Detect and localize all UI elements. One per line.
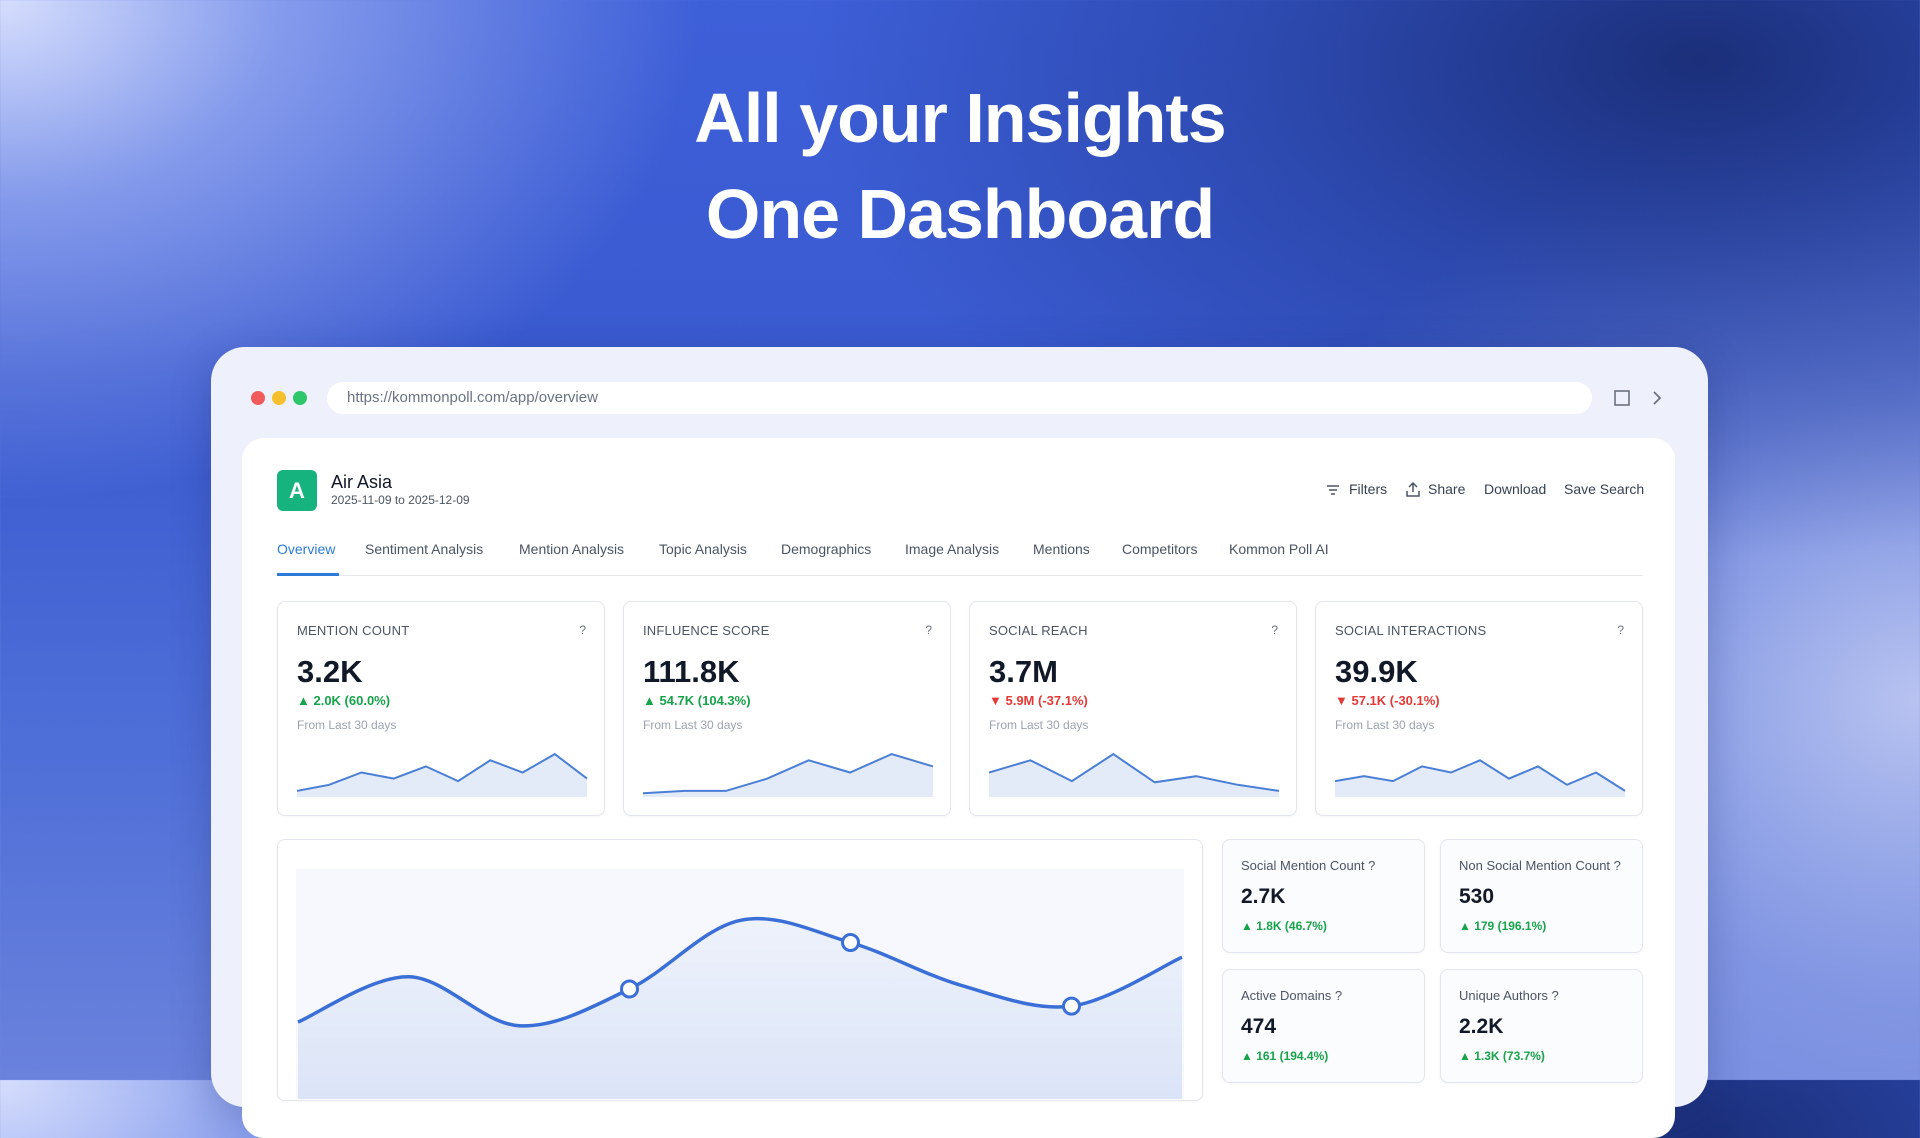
filter-icon[interactable]: [1325, 482, 1341, 498]
sparkline: [989, 752, 1280, 797]
chart-line: [297, 916, 1183, 1028]
sparkline-line: [989, 752, 1280, 792]
action-button[interactable]: Filters: [1349, 481, 1388, 497]
nav-tab[interactable]: Mention Analysis: [519, 541, 625, 557]
stat-delta: ▲ 161 (194.4%): [1241, 1049, 1329, 1063]
window-maximize[interactable]: [293, 391, 307, 405]
nav-tab[interactable]: Image Analysis: [905, 541, 1000, 557]
window-close[interactable]: [251, 391, 265, 405]
nav-tab[interactable]: Competitors: [1122, 541, 1198, 557]
metric-note: From Last 30 days: [989, 718, 1089, 732]
tab-divider: [277, 575, 1643, 576]
help-icon[interactable]: ?: [925, 623, 932, 637]
sparkline-line: [643, 753, 934, 795]
sparkline-line: [297, 752, 588, 792]
forward-icon[interactable]: [1648, 389, 1666, 407]
nav-tab[interactable]: Topic Analysis: [659, 541, 747, 557]
page: Dashboard { "headline": {"line1": "All y…: [0, 0, 1920, 1107]
share-icon[interactable]: [1404, 480, 1422, 498]
stat-value: 2.7K: [1241, 885, 1286, 908]
nav-tab[interactable]: Overview: [277, 541, 336, 557]
stat-delta: ▲ 179 (196.1%): [1459, 919, 1547, 933]
stat-value: 2.2K: [1459, 1015, 1504, 1038]
metric-note: From Last 30 days: [1335, 718, 1435, 732]
url-bar[interactable]: https://kommonpoll.com/app/overview: [327, 382, 1592, 414]
brand-logo: A: [277, 470, 317, 511]
metric-card: SOCIAL REACH? 3.7M ▼ 5.9M (-37.1%) From Las…: [969, 601, 1297, 816]
nav-tab[interactable]: Demographics: [781, 541, 872, 557]
stat-label: Active Domains ?: [1241, 988, 1343, 1003]
metric-label: INFLUENCE SCORE: [643, 623, 770, 638]
metric-value: 39.9K: [1335, 654, 1418, 689]
chart-card: [277, 839, 1203, 1101]
metric-value: 3.7M: [989, 654, 1058, 689]
sparkline-line: [1335, 759, 1626, 792]
action-button[interactable]: Save Search: [1564, 481, 1645, 497]
sparkline-area: [989, 754, 1279, 797]
stat-card: Non Social Mention Count ? 530 ▲ 179 (196.…: [1440, 839, 1643, 953]
nav-tab[interactable]: Mentions: [1033, 541, 1090, 557]
metric-label: MENTION COUNT: [297, 623, 410, 638]
chart-point: [1062, 996, 1081, 1016]
date-range: 2025-11-09 to 2025-12-09: [331, 493, 470, 507]
brand-name: Air Asia: [331, 472, 393, 492]
stat-card: Social Mention Count ? 2.7K ▲ 1.8K (46.7%): [1222, 839, 1425, 953]
metric-note: From Last 30 days: [643, 718, 743, 732]
sparkline-area: [297, 754, 587, 797]
headline: One Dashboard: [705, 175, 1215, 253]
stat-card: Active Domains ? 474 ▲ 161 (194.4%): [1222, 969, 1425, 1083]
metric-label: SOCIAL REACH: [989, 623, 1088, 638]
sparkline-area: [1335, 760, 1625, 797]
stat-delta: ▲ 1.3K (73.7%): [1459, 1049, 1545, 1063]
stat-label: Social Mention Count ?: [1241, 858, 1376, 873]
stat-value: 530: [1459, 885, 1495, 908]
chart-area: [298, 918, 1182, 1099]
headline: All your Insights: [694, 79, 1226, 157]
stat-label: Unique Authors ?: [1459, 988, 1559, 1003]
sparkline: [643, 753, 934, 797]
metric-value: 111.8K: [643, 654, 740, 689]
metric-delta: ▲ 54.7K (104.3%): [643, 693, 751, 708]
sparkline: [1335, 759, 1626, 797]
stat-card: Unique Authors ? 2.2K ▲ 1.3K (73.7%): [1440, 969, 1643, 1083]
page-body: All your Insights One Dashboard https://…: [0, 0, 1920, 1107]
window-minimize[interactable]: [272, 391, 286, 405]
line-chart: [296, 869, 1184, 1099]
nav-tab[interactable]: Kommon Poll AI: [1229, 541, 1329, 557]
sparkline-area: [643, 754, 933, 797]
window-icon[interactable]: [1613, 389, 1631, 407]
action-button[interactable]: Share: [1428, 481, 1466, 497]
stat-label: Non Social Mention Count ?: [1459, 858, 1621, 873]
metric-note: From Last 30 days: [297, 718, 397, 732]
chart-point: [620, 979, 639, 999]
metric-value: 3.2K: [297, 654, 363, 689]
metric-label: SOCIAL INTERACTIONS: [1335, 623, 1487, 638]
metric-card: INFLUENCE SCORE? 111.8K ▲ 54.7K (104.3%) Fr…: [623, 601, 951, 816]
metric-delta: ▼ 5.9M (-37.1%): [989, 693, 1088, 708]
metric-delta: ▼ 57.1K (-30.1%): [1335, 693, 1440, 708]
help-icon[interactable]: ?: [579, 623, 586, 637]
sparkline: [297, 752, 588, 797]
action-button[interactable]: Download: [1484, 481, 1547, 497]
nav-tab[interactable]: Sentiment Analysis: [365, 541, 484, 557]
metric-delta: ▲ 2.0K (60.0%): [297, 693, 391, 708]
metric-card: SOCIAL INTERACTIONS? 39.9K ▼ 57.1K (-30.1%…: [1315, 601, 1643, 816]
active-tab-indicator: [277, 573, 339, 576]
chart-point: [841, 932, 860, 952]
stat-value: 474: [1241, 1015, 1277, 1038]
metric-card: MENTION COUNT? 3.2K ▲ 2.0K (60.0%) From Las…: [277, 601, 605, 816]
stat-delta: ▲ 1.8K (46.7%): [1241, 919, 1327, 933]
help-icon[interactable]: ?: [1271, 623, 1278, 637]
help-icon[interactable]: ?: [1617, 623, 1624, 637]
